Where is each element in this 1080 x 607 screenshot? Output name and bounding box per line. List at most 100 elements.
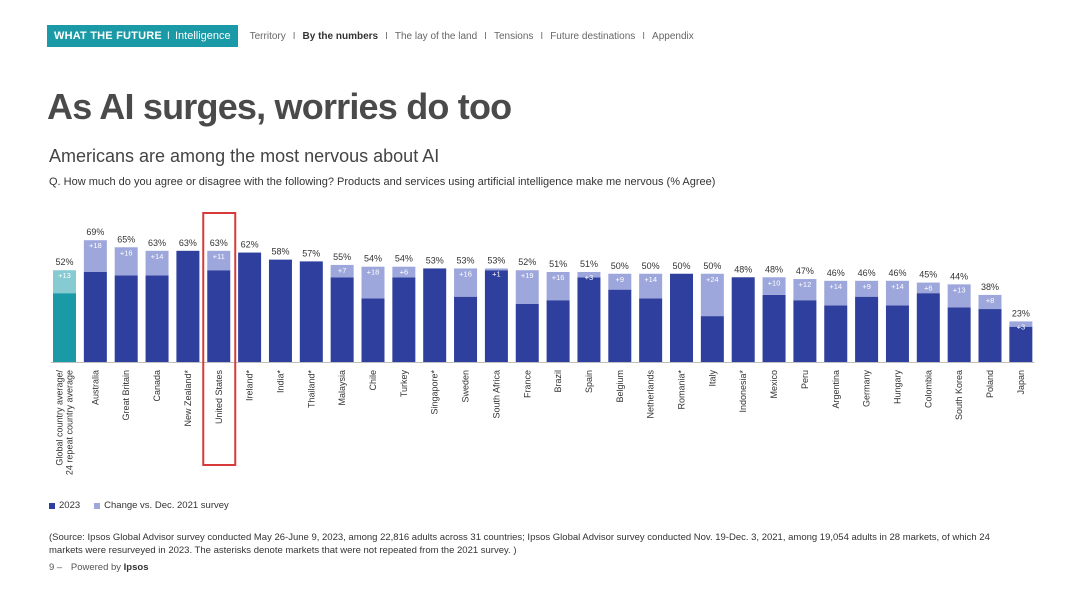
bar-base (299, 261, 323, 362)
change-label: +14 (829, 282, 842, 291)
bar-base (670, 273, 693, 362)
bar-base (731, 277, 755, 362)
nav-item-tensions[interactable]: Tensions (493, 30, 534, 42)
bar-base (145, 275, 169, 362)
category-label: Japan (1016, 370, 1026, 395)
nav-divider: I (385, 30, 388, 42)
category-label: South Korea (954, 370, 964, 420)
bar-chart: +13 52% Global country average/24 repeat c… (51, 212, 1035, 475)
category-label: Turkey (399, 370, 409, 398)
value-label: 57% (302, 248, 320, 258)
value-label: 63% (210, 238, 228, 248)
value-label: 50% (642, 261, 660, 271)
bar-change (330, 264, 354, 278)
bar-base (83, 271, 107, 362)
nav-divider: I (292, 30, 296, 42)
nav-item-future-destinations[interactable]: Future destinations (550, 30, 636, 42)
value-label: 58% (271, 247, 289, 257)
bar-base (176, 250, 200, 362)
change-label: +9 (616, 275, 625, 284)
legend-label-change: Change vs. Dec. 2021 survey (104, 500, 229, 511)
change-label: +13 (953, 285, 966, 294)
category-label: 24 repeat country average (65, 370, 75, 475)
bar-change (824, 280, 848, 306)
nav-item-appendix[interactable]: Appendix (652, 30, 694, 42)
value-label: 54% (395, 254, 413, 264)
category-label: Ireland* (245, 370, 255, 402)
category-label: Chile (368, 370, 378, 391)
change-label: +6 (924, 284, 933, 293)
bar-base (238, 252, 262, 362)
nav-item-territory[interactable]: Territory (249, 30, 286, 42)
value-label: 47% (796, 266, 814, 276)
category-label: Argentina (831, 370, 841, 409)
section-nav: Territory I By the numbers I The lay of the … (250, 31, 694, 42)
bar-change (639, 273, 663, 299)
bar-change (577, 271, 601, 278)
bar-base (330, 277, 354, 362)
change-label: +14 (644, 275, 657, 284)
value-label: 38% (981, 282, 999, 292)
nav-item-the-lay-of-the-land[interactable]: The lay of the land (394, 30, 478, 42)
value-label: 65% (117, 234, 135, 244)
bar-change (83, 240, 107, 272)
bar-change (361, 266, 385, 299)
nav-item-by-the-numbers[interactable]: By the numbers (302, 30, 379, 42)
change-label: +9 (862, 282, 871, 291)
value-label: 48% (734, 264, 752, 274)
category-label: Netherlands (646, 370, 656, 419)
value-label: 63% (148, 238, 166, 248)
change-label: +16 (459, 269, 472, 278)
bar-base (484, 270, 508, 362)
category-label: New Zealand* (183, 370, 193, 427)
value-label: 50% (703, 261, 721, 271)
category-label: Hungary (892, 370, 902, 405)
category-label: Peru (800, 370, 810, 389)
change-label: +3 (1017, 322, 1026, 331)
value-label: 23% (1012, 308, 1030, 318)
bar-change (145, 250, 169, 276)
category-label: Malaysia (337, 370, 347, 406)
bar-base (978, 309, 1002, 362)
category-label: Thailand* (306, 370, 316, 409)
bar-change (484, 268, 508, 271)
bar-base (53, 293, 76, 362)
top-bar: WHAT THE FUTURE I Intelligence Territory… (47, 25, 694, 47)
bar-change (608, 273, 632, 290)
bar-base (855, 296, 879, 362)
category-label: Germany (862, 370, 872, 408)
bar-change (546, 271, 570, 301)
survey-question: Q. How much do you agree or disagree wit… (49, 176, 716, 188)
bar-base (515, 303, 539, 362)
bar-change (392, 266, 416, 278)
bar-change (855, 280, 879, 297)
bar-base (454, 296, 478, 362)
bar-base (546, 300, 570, 362)
value-label: 45% (919, 270, 937, 280)
brand-name: WHAT THE FUTURE (54, 30, 162, 42)
page-title: As AI surges, worries do too (47, 86, 512, 127)
bar-change (947, 284, 971, 308)
value-label: 50% (611, 261, 629, 271)
category-label: Indonesia* (738, 370, 748, 413)
chart-legend: 2023 Change vs. Dec. 2021 survey (49, 500, 243, 511)
value-label: 55% (333, 252, 351, 262)
bar-base (577, 277, 601, 362)
change-label: +18 (367, 268, 380, 277)
highlight-box (202, 212, 237, 466)
company-name: Ipsos (123, 562, 149, 573)
bar-base (361, 298, 385, 362)
bar-base (824, 305, 848, 362)
bar-base (207, 270, 231, 362)
value-label: 46% (827, 268, 845, 278)
change-label: +13 (58, 271, 71, 280)
bar-base (947, 307, 971, 362)
value-label: 46% (888, 268, 906, 278)
change-label: +19 (521, 271, 534, 280)
footer: 9 – Powered by Ipsos (49, 562, 148, 573)
category-label: Belgium (615, 370, 625, 403)
brand-badge[interactable]: WHAT THE FUTURE I Intelligence (47, 25, 238, 47)
nav-divider: I (642, 30, 646, 42)
category-label: Italy (707, 370, 717, 387)
value-label: 46% (858, 268, 876, 278)
